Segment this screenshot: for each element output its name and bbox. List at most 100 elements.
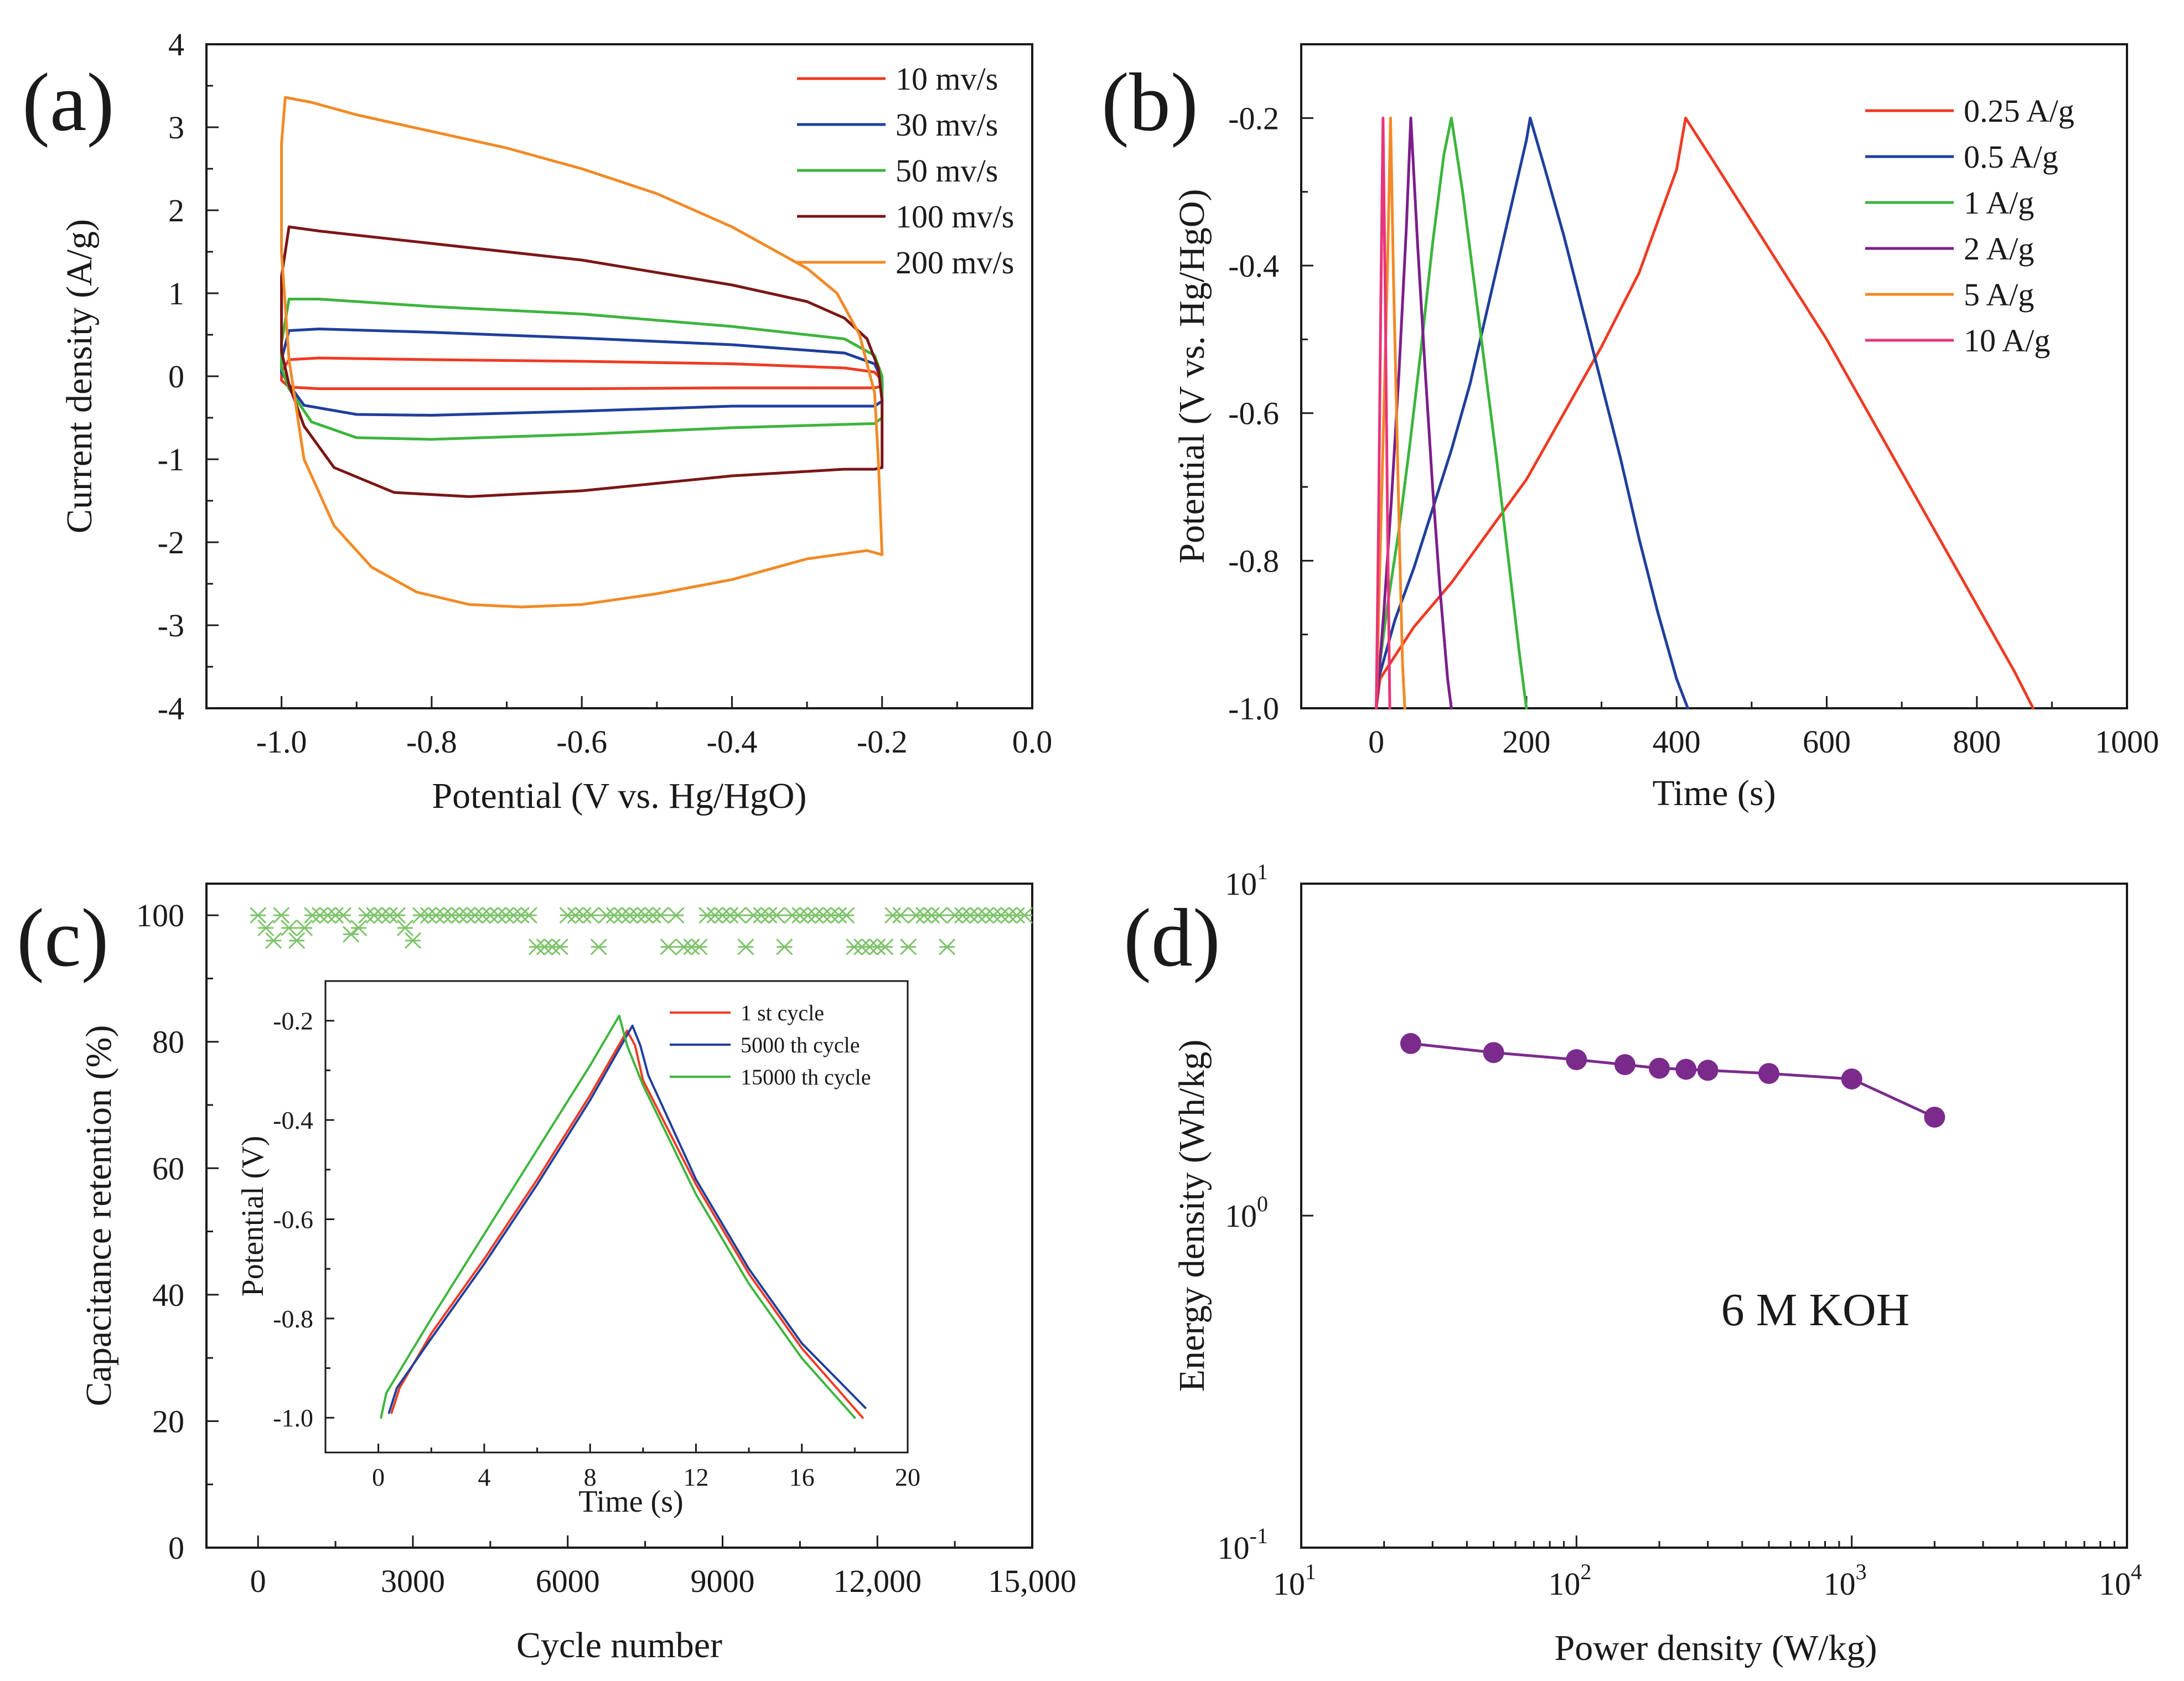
panel-c-marker-1 bbox=[257, 919, 275, 937]
panel-c-marker-67 bbox=[768, 907, 785, 924]
panel-a-ytick-label: 4 bbox=[168, 27, 184, 63]
panel-c-marker-89 bbox=[939, 938, 956, 956]
panel-b-series bbox=[1375, 116, 2035, 710]
panel-c-ytick-label: 100 bbox=[136, 897, 184, 933]
panel-a-ytick-label: 0 bbox=[168, 359, 184, 395]
panel-c-marker-0 bbox=[250, 907, 267, 924]
panel-a-legend-label-2: 50 mv/s bbox=[896, 153, 998, 189]
panel-d-xlabel: Power density (W/kg) bbox=[1555, 1628, 1877, 1668]
panel-letter-d: (d) bbox=[1124, 892, 1220, 984]
panel-c-marker-76 bbox=[838, 907, 855, 924]
panel-c-marker-19 bbox=[396, 919, 414, 937]
panel-a-xtick-label: 0.0 bbox=[1012, 724, 1053, 760]
panel-a-ytick-label: -2 bbox=[158, 525, 184, 561]
panel-c-ytick-label: 40 bbox=[152, 1277, 184, 1313]
panel-c-marker-52 bbox=[652, 907, 669, 924]
panel-c-inset-xtick-label: 0 bbox=[372, 1463, 385, 1491]
panel-c-inset-legend: 1 st cycle 5000 th cycle 15000 th cycle bbox=[670, 1000, 871, 1089]
panel-b-ylabel: Potential (V vs. Hg/HgO) bbox=[1172, 189, 1212, 563]
panel-c-marker-11 bbox=[335, 907, 352, 924]
panel-b-series-line-5 bbox=[1375, 116, 1391, 710]
panel-c-marker-63 bbox=[737, 938, 754, 956]
panel-d-point-3 bbox=[1614, 1054, 1636, 1076]
panel-a-series-line-4 bbox=[280, 96, 884, 609]
panel-c-marker-99 bbox=[1016, 907, 1033, 924]
panel-c-marker-62 bbox=[729, 907, 747, 924]
panel-a-xtick-label: -0.4 bbox=[707, 724, 758, 760]
panel-c-xtick-label: 12,000 bbox=[834, 1563, 922, 1599]
panel-d-point-1 bbox=[1483, 1042, 1504, 1063]
panel-b-series-line-2 bbox=[1375, 116, 1528, 710]
panel-b-legend-label-2: 1 A/g bbox=[1964, 185, 2034, 221]
panel-b-legend-label-1: 0.5 A/g bbox=[1964, 139, 2058, 175]
panel-a-xtick-label: -0.2 bbox=[857, 724, 908, 760]
panel-c-marker-20 bbox=[404, 932, 422, 949]
panel-b-ytick-label: -1.0 bbox=[1228, 691, 1279, 727]
panel-c-inset-ytick-label: -0.6 bbox=[273, 1205, 313, 1233]
panel-c-marker-4 bbox=[281, 919, 298, 937]
panel-b-xlabel: Time (s) bbox=[1652, 773, 1776, 813]
panel-c-xtick-label: 15,000 bbox=[988, 1563, 1077, 1599]
panel-c-inset-xlabel: Time (s) bbox=[578, 1485, 683, 1519]
panel-c-marker-44 bbox=[590, 938, 607, 956]
panel-letter-c: (c) bbox=[17, 892, 108, 984]
panel-b-legend-label-5: 10 A/g bbox=[1964, 323, 2050, 359]
panel-a-frame bbox=[205, 43, 1033, 709]
panel-d-annotation: 6 M KOH bbox=[1721, 1284, 1910, 1336]
panel-d-point-9 bbox=[1924, 1107, 1945, 1128]
panel-c-xtick-label: 6000 bbox=[536, 1563, 600, 1599]
panel-b-series-line-0 bbox=[1375, 116, 2035, 710]
panel-b-legend-label-0: 0.25 A/g bbox=[1964, 93, 2074, 129]
panel-a-series-line-1 bbox=[280, 328, 884, 417]
panel-c-inset-series-line-2 bbox=[380, 1014, 856, 1419]
panel-a: -1.0 -0.8 -0.6 -0.4 -0.2 0.0 -4 -3 -2 -1 0 1 2 3 4 10 … bbox=[59, 27, 1052, 816]
panel-c-inset-ticks: 0 4 8 12 16 20 -1.0 -0.8 -0.6 -0.4 -0.2 bbox=[273, 1007, 920, 1491]
panel-c-marker-81 bbox=[877, 938, 894, 956]
panel-c-marker-54 bbox=[667, 907, 685, 924]
panel-c-ytick-label: 0 bbox=[168, 1530, 184, 1566]
panel-c-marker-6 bbox=[296, 919, 313, 937]
panel-a-ytick-label: 2 bbox=[168, 193, 184, 229]
panel-c-inset: 0 4 8 12 16 20 -1.0 -0.8 -0.6 -0.4 -0.2 1 st cycle… bbox=[236, 980, 920, 1519]
panel-c-inset-ytick-label: -0.4 bbox=[273, 1106, 313, 1134]
panel-a-ytick-label: 3 bbox=[168, 110, 184, 146]
panel-b-xtick-label: 0 bbox=[1368, 724, 1384, 760]
panel-c-xtick-label: 9000 bbox=[691, 1563, 755, 1599]
panel-c-xtick-label: 0 bbox=[250, 1563, 266, 1599]
panel-c-inset-ytick-label: -1.0 bbox=[273, 1404, 313, 1432]
panel-a-ytick-label: 1 bbox=[168, 276, 184, 312]
panel-c-inset-xtick-label: 8 bbox=[584, 1463, 597, 1491]
panel-c-series bbox=[250, 907, 1033, 956]
panel-a-legend-label-3: 100 mv/s bbox=[896, 199, 1014, 235]
panel-a-ticks: -1.0 -0.8 -0.6 -0.4 -0.2 0.0 -4 -3 -2 -1 0 1 2 3 4 bbox=[158, 27, 1053, 760]
panel-c-ytick-label: 20 bbox=[152, 1403, 184, 1439]
panel-c-marker-18 bbox=[389, 907, 406, 924]
panel-b-ytick-label: -0.6 bbox=[1228, 396, 1279, 432]
panel-c-frame bbox=[205, 883, 1033, 1549]
panel-c-inset-series-line-0 bbox=[390, 1029, 864, 1419]
panel-c-inset-legend-label-1: 5000 th cycle bbox=[741, 1033, 860, 1057]
panel-d-xtick-label: 103 bbox=[1824, 1559, 1867, 1602]
panel-c-marker-2 bbox=[265, 932, 282, 949]
panel-c-ylabel: Capacitance retention (%) bbox=[79, 1025, 119, 1407]
panel-b: 0 200 400 600 800 1000 -1.0 -0.8 -0.6 -0.4 -0.2 0.… bbox=[1172, 43, 2159, 813]
panel-a-ytick-label: -1 bbox=[158, 442, 184, 478]
panel-c-inset-legend-label-0: 1 st cycle bbox=[741, 1000, 824, 1025]
panel-b-legend-label-4: 5 A/g bbox=[1964, 277, 2034, 313]
panel-d-point-0 bbox=[1400, 1033, 1421, 1054]
panel-c-marker-5 bbox=[288, 932, 306, 949]
panel-c-marker-43 bbox=[582, 907, 599, 924]
panel-a-xtick-label: -1.0 bbox=[256, 724, 307, 760]
panel-b-frame bbox=[1300, 43, 2128, 709]
panel-a-series-line-3 bbox=[280, 225, 884, 498]
panel-c-xlabel: Cycle number bbox=[516, 1625, 722, 1666]
panel-d-series bbox=[1400, 1033, 1945, 1128]
panel-c-marker-3 bbox=[273, 907, 290, 924]
panel-a-series-line-2 bbox=[280, 298, 884, 441]
panel-d-point-4 bbox=[1649, 1057, 1670, 1079]
panel-d-series-line bbox=[1410, 1042, 1935, 1119]
panel-d-ytick-label: 101 bbox=[1225, 859, 1268, 902]
panel-b-legend-label-3: 2 A/g bbox=[1964, 231, 2034, 267]
panel-a-ylabel: Current density (A/g) bbox=[59, 219, 100, 533]
